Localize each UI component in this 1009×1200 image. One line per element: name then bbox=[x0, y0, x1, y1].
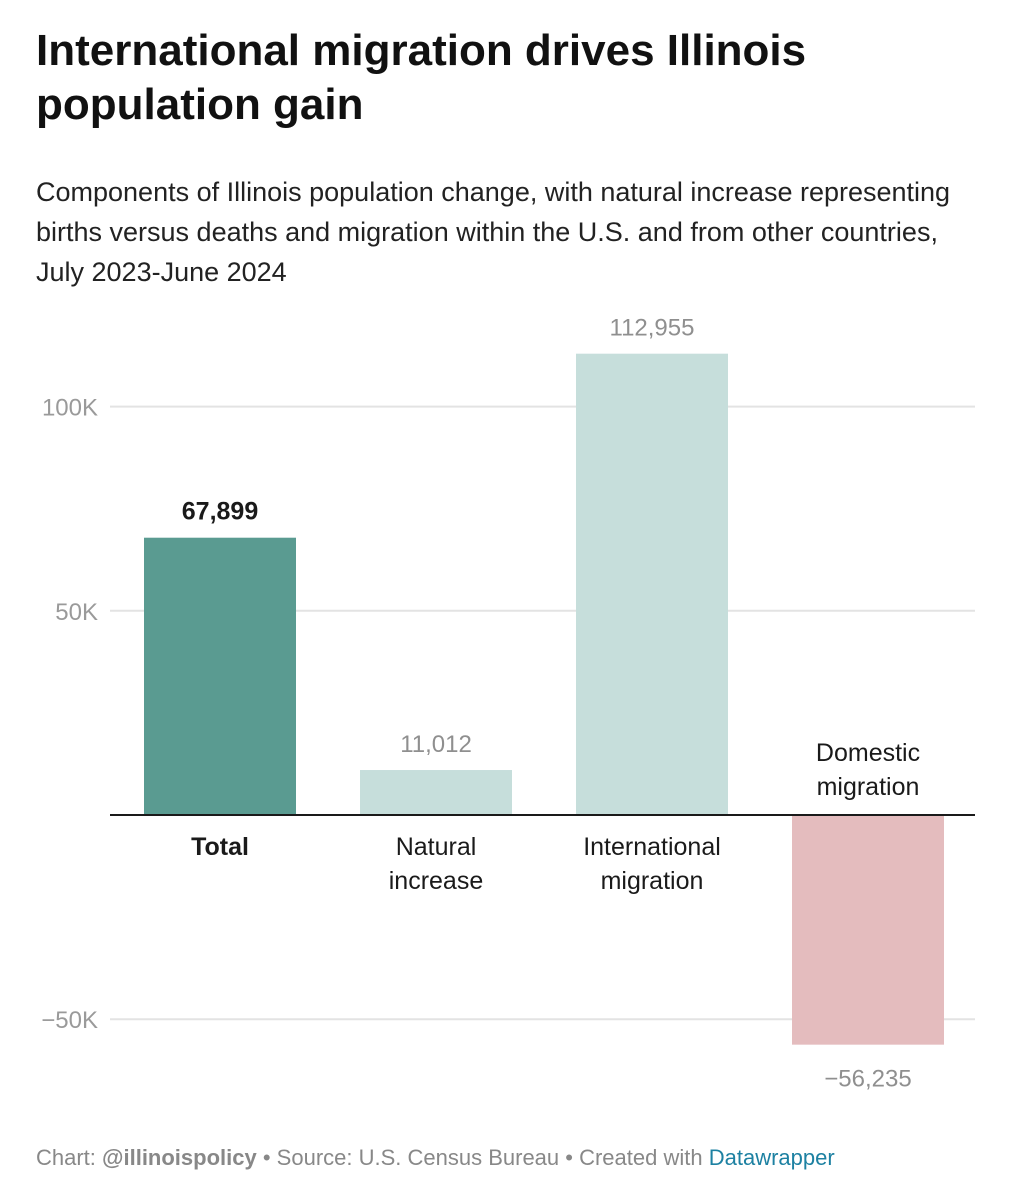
bar bbox=[792, 815, 944, 1045]
x-category-label: migration bbox=[601, 867, 704, 895]
x-category-label: Total bbox=[191, 833, 249, 861]
footer-source: Source: U.S. Census Bureau bbox=[276, 1145, 560, 1170]
data-label: −56,235 bbox=[824, 1066, 911, 1093]
data-label: 11,012 bbox=[400, 731, 472, 758]
footer-created: Created with bbox=[579, 1145, 709, 1170]
x-category-label: increase bbox=[389, 867, 484, 895]
datawrapper-link[interactable]: Datawrapper bbox=[708, 1145, 835, 1170]
bar bbox=[576, 353, 728, 815]
x-category-label: Natural bbox=[396, 833, 477, 861]
bar-chart: 100K 50K −50K 67,899 Total 11,012 Natural incre… bbox=[41, 315, 975, 1093]
y-tick-label: 50K bbox=[55, 599, 98, 626]
bar bbox=[144, 537, 296, 815]
footer-separator: • bbox=[559, 1145, 580, 1170]
chart-subtitle: Components of Illinois population change… bbox=[36, 177, 951, 287]
y-tick-label: −50K bbox=[41, 1007, 98, 1034]
chart-title: International migration drives Illinois … bbox=[36, 26, 807, 129]
footer-chart-prefix: Chart: bbox=[36, 1145, 103, 1170]
x-category-label: migration bbox=[817, 773, 920, 801]
data-label: 112,955 bbox=[610, 315, 695, 342]
y-tick-label: 100K bbox=[42, 395, 98, 422]
x-category-label: Domestic bbox=[816, 739, 920, 767]
x-category-label: International bbox=[583, 833, 721, 861]
footer: Chart: @illinoispolicy • Source: U.S. Ce… bbox=[36, 1145, 835, 1171]
footer-separator: • bbox=[256, 1145, 277, 1170]
bar bbox=[360, 770, 512, 815]
data-label: 67,899 bbox=[182, 498, 258, 526]
footer-credit-link[interactable]: @illinoispolicy bbox=[102, 1145, 257, 1170]
